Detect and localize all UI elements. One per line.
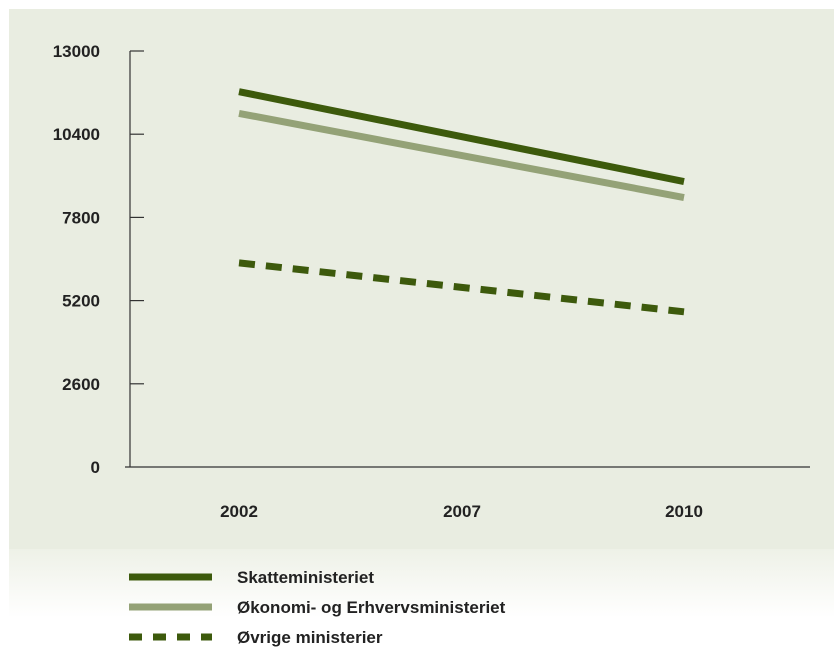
x-tick-label: 2002 xyxy=(220,502,258,521)
legend-label-3: Øvrige ministerier xyxy=(237,628,383,647)
x-tick-label: 2010 xyxy=(665,502,703,521)
y-tick-label: 7800 xyxy=(62,208,100,227)
series-line-2 xyxy=(238,109,685,201)
y-tick-label: 13000 xyxy=(53,42,100,61)
series-lines xyxy=(238,88,685,316)
y-tick-label: 0 xyxy=(91,458,100,477)
legend-background xyxy=(9,549,834,647)
axes xyxy=(125,51,810,468)
plot-background xyxy=(9,9,834,549)
y-tick-label: 10400 xyxy=(53,125,100,144)
legend-label-1: Skatteministeriet xyxy=(237,568,374,587)
series-line-3 xyxy=(238,259,685,316)
legend-label-2: Økonomi- og Erhvervsministeriet xyxy=(237,598,506,617)
series-line-1 xyxy=(238,88,685,185)
x-axis-ticks: 2002 2007 2010 xyxy=(220,502,703,521)
y-tick-label: 2600 xyxy=(62,375,100,394)
y-axis-ticks: 0 2600 5200 7800 10400 13000 xyxy=(53,42,144,477)
legend: Skatteministeriet Økonomi- og Erhvervsmin… xyxy=(129,568,506,647)
y-tick-label: 5200 xyxy=(62,292,100,311)
x-tick-label: 2007 xyxy=(443,502,481,521)
